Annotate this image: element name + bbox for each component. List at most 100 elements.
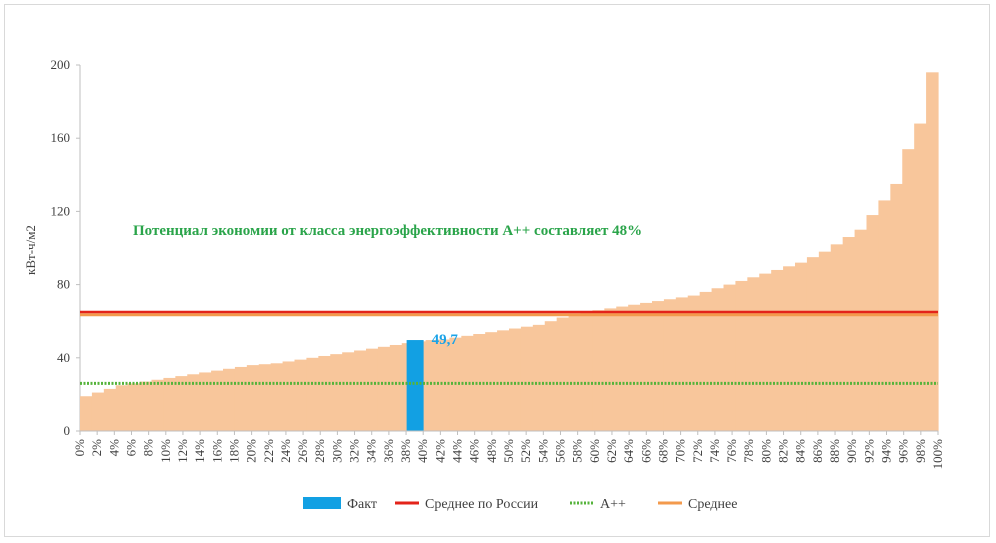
distribution-bar (640, 302, 653, 431)
distribution-bar (497, 330, 510, 431)
x-tick-label: 18% (226, 439, 241, 463)
x-tick-label: 30% (329, 439, 344, 463)
x-tick-label: 16% (209, 439, 224, 463)
legend: Факт Среднее по России А++ Среднее (303, 497, 737, 512)
distribution-bar (592, 310, 605, 431)
x-tick-label: 52% (518, 439, 533, 463)
y-tick-label: 40 (57, 350, 70, 365)
x-tick-label: 80% (758, 439, 773, 463)
x-tick-label: 98% (913, 439, 928, 463)
distribution-bar (461, 335, 474, 431)
x-tick-label: 90% (844, 439, 859, 463)
x-tick-label: 50% (501, 439, 516, 463)
distribution-bar (604, 308, 617, 431)
distribution-bar (342, 352, 355, 431)
distribution-bar (580, 312, 594, 431)
distribution-bar (663, 299, 677, 431)
distribution-bar (187, 374, 200, 431)
distribution-bar (199, 372, 212, 431)
distribution-bar (556, 317, 570, 431)
distribution-bar (103, 388, 117, 431)
x-tick-label: 38% (398, 439, 413, 463)
distribution-bar (687, 295, 701, 431)
legend-fact: Факт (303, 497, 377, 512)
distribution-bar (163, 377, 176, 431)
x-tick-label: 82% (776, 439, 791, 463)
legend-swatch (303, 497, 341, 509)
x-tick-label: 60% (587, 439, 602, 463)
x-tick-label: 48% (484, 439, 499, 463)
distribution-bar (389, 344, 403, 431)
distribution-bar (282, 361, 296, 431)
distribution-bar (127, 383, 141, 431)
chart-frame: 0 40 80 120 160 200 49,7 0% 2% 4% 6% 8% 10% 12% 14% 1… (4, 4, 990, 537)
y-axis-label: кВт-ч/м2 (23, 225, 38, 275)
x-tick-label: 2% (89, 439, 104, 457)
distribution-bar (544, 321, 558, 431)
reference-lines (80, 310, 938, 385)
distribution-bar (91, 392, 105, 431)
distribution-bar (354, 350, 367, 431)
x-tick-label: 58% (570, 439, 585, 463)
y-tick-label: 160 (51, 130, 71, 145)
distribution-bar (711, 288, 725, 431)
distribution-bar (783, 266, 796, 431)
x-tick-label: 68% (655, 439, 670, 463)
legend-label: Факт (347, 497, 377, 512)
x-tick-label: 92% (861, 439, 876, 463)
x-tick-label: 76% (724, 439, 739, 463)
x-tick-label: 86% (810, 439, 825, 463)
distribution-bar (306, 357, 319, 431)
distribution-bar (211, 370, 224, 431)
x-tick-label: 6% (123, 439, 138, 457)
x-tick-label: 62% (604, 439, 619, 463)
distribution-bar (747, 277, 760, 431)
distribution-bar (80, 396, 93, 431)
bars (80, 72, 939, 431)
x-tick-label: 34% (364, 439, 379, 463)
y-tick-label: 120 (51, 203, 71, 218)
x-tick-label: 64% (621, 439, 636, 463)
distribution-bar (366, 348, 379, 431)
distribution-bar (258, 364, 272, 431)
y-axis: 0 40 80 120 160 200 (51, 57, 81, 438)
distribution-bar (568, 313, 582, 431)
x-axis: 0% 2% 4% 6% 8% 10% 12% 14% 16% 18% 20% 22% 24% 26% 28%… (72, 430, 945, 470)
distribution-bar (830, 244, 844, 431)
x-tick-label: 66% (638, 439, 653, 463)
fact-group: 49,7 (406, 332, 459, 431)
distribution-bar (675, 297, 689, 431)
x-tick-label: 40% (415, 439, 430, 463)
x-tick-label: 14% (192, 439, 207, 463)
x-tick-label: 20% (244, 439, 259, 463)
x-tick-label: 84% (793, 439, 808, 463)
distribution-bar (699, 291, 713, 431)
distribution-bar (223, 368, 236, 431)
legend-label: Среднее по России (425, 497, 539, 512)
distribution-bar (318, 355, 331, 431)
distribution-bar (485, 332, 498, 431)
distribution-bar (115, 385, 129, 431)
x-tick-label: 94% (879, 439, 894, 463)
x-tick-label: 88% (827, 439, 842, 463)
distribution-bar (294, 359, 308, 431)
distribution-bar (616, 306, 629, 431)
x-tick-label: 24% (278, 439, 293, 463)
x-tick-label: 72% (690, 439, 705, 463)
distribution-bar (520, 326, 534, 431)
fact-value-label: 49,7 (432, 332, 459, 348)
x-tick-label: 54% (535, 439, 550, 463)
x-tick-label: 26% (295, 439, 310, 463)
distribution-bar (425, 340, 439, 431)
distribution-bar (818, 251, 832, 431)
x-tick-label: 96% (896, 439, 911, 463)
x-tick-label: 36% (381, 439, 396, 463)
distribution-bar (437, 339, 451, 431)
x-tick-label: 8% (141, 439, 156, 457)
x-tick-label: 100% (930, 439, 945, 470)
distribution-bar (509, 328, 522, 431)
distribution-bar (926, 72, 939, 431)
distribution-bar (842, 237, 856, 431)
distribution-bar (270, 363, 284, 431)
